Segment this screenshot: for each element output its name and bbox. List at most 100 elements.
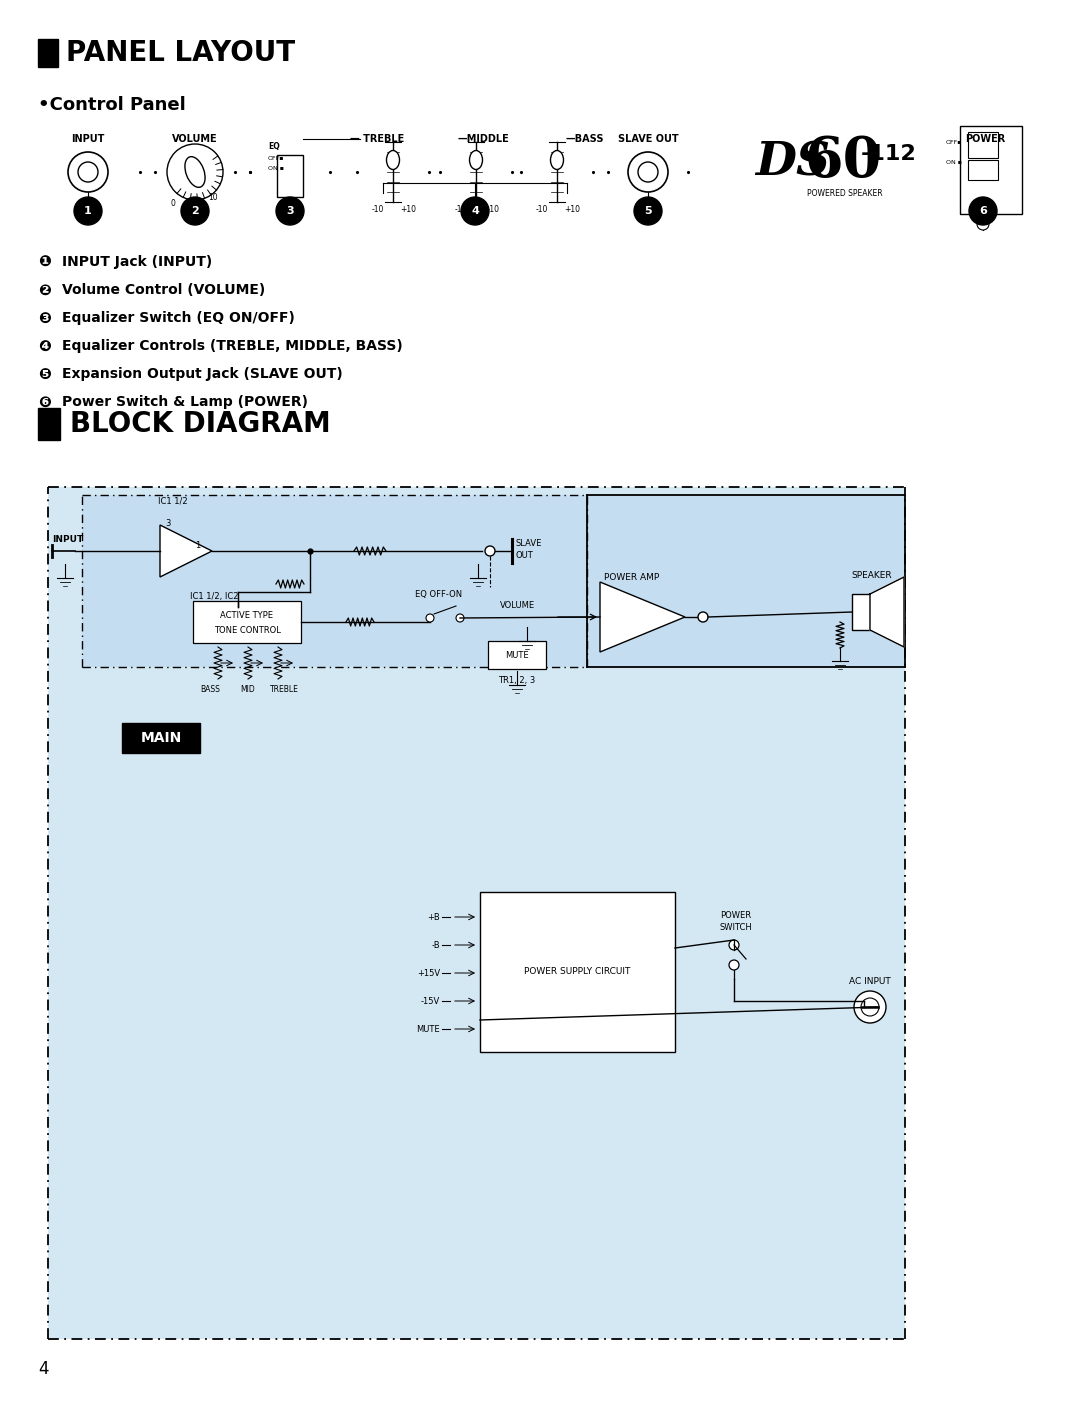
Polygon shape bbox=[870, 577, 904, 647]
Text: Equalizer Controls (TREBLE, MIDDLE, BASS): Equalizer Controls (TREBLE, MIDDLE, BASS… bbox=[62, 339, 403, 353]
Text: 3: 3 bbox=[165, 519, 171, 528]
Circle shape bbox=[854, 991, 886, 1023]
Ellipse shape bbox=[551, 151, 564, 169]
Text: —MIDDLE: —MIDDLE bbox=[458, 134, 510, 144]
Text: 5: 5 bbox=[644, 205, 652, 217]
Text: ❶: ❶ bbox=[38, 255, 51, 270]
Text: 1: 1 bbox=[84, 205, 92, 217]
Circle shape bbox=[969, 197, 997, 225]
Bar bbox=[852, 594, 870, 630]
Text: 3: 3 bbox=[286, 205, 294, 217]
Text: -112: -112 bbox=[861, 144, 917, 165]
Circle shape bbox=[977, 218, 989, 229]
Text: POWER: POWER bbox=[720, 910, 751, 920]
Text: Volume Control (VOLUME): Volume Control (VOLUME) bbox=[62, 283, 266, 297]
Text: +10: +10 bbox=[400, 205, 416, 214]
Text: Equalizer Switch (EQ ON/OFF): Equalizer Switch (EQ ON/OFF) bbox=[62, 311, 295, 325]
Text: VOLUME: VOLUME bbox=[500, 601, 535, 609]
Text: MUTE: MUTE bbox=[505, 650, 529, 660]
Bar bbox=[968, 132, 998, 158]
Text: BLOCK DIAGRAM: BLOCK DIAGRAM bbox=[70, 409, 330, 438]
Text: AC INPUT: AC INPUT bbox=[849, 978, 891, 986]
Bar bbox=[193, 601, 301, 643]
Text: 2: 2 bbox=[191, 205, 199, 217]
Text: ❹: ❹ bbox=[38, 339, 51, 353]
Bar bbox=[122, 723, 200, 753]
Text: 10: 10 bbox=[208, 194, 218, 203]
Circle shape bbox=[634, 197, 662, 225]
Circle shape bbox=[426, 613, 434, 622]
Text: OUT: OUT bbox=[516, 552, 534, 560]
Text: ON ▪: ON ▪ bbox=[268, 166, 284, 170]
Text: SLAVE: SLAVE bbox=[516, 539, 542, 547]
Circle shape bbox=[181, 197, 210, 225]
Text: -10: -10 bbox=[372, 205, 384, 214]
Text: MID: MID bbox=[241, 684, 255, 694]
Circle shape bbox=[627, 152, 669, 191]
Text: ❷: ❷ bbox=[38, 283, 51, 297]
Bar bbox=[480, 892, 675, 1052]
Bar bbox=[82, 495, 588, 667]
Text: +10: +10 bbox=[483, 205, 499, 214]
Text: POWER AMP: POWER AMP bbox=[604, 573, 659, 581]
Text: INPUT Jack (INPUT): INPUT Jack (INPUT) bbox=[62, 255, 213, 269]
Circle shape bbox=[461, 197, 489, 225]
Circle shape bbox=[698, 612, 708, 622]
Text: EQ: EQ bbox=[268, 142, 280, 151]
Circle shape bbox=[68, 152, 108, 191]
Circle shape bbox=[638, 162, 658, 182]
Text: ❻: ❻ bbox=[38, 394, 51, 409]
Text: SLAVE OUT: SLAVE OUT bbox=[618, 134, 678, 144]
Text: —BASS: —BASS bbox=[565, 134, 604, 144]
Text: PANEL LAYOUT: PANEL LAYOUT bbox=[66, 39, 295, 68]
Bar bbox=[488, 642, 546, 668]
Text: EQ OFF-ON: EQ OFF-ON bbox=[415, 590, 462, 598]
Circle shape bbox=[729, 960, 739, 969]
Bar bbox=[38, 39, 58, 68]
Text: OFF▪: OFF▪ bbox=[946, 139, 962, 145]
Text: POWERED SPEAKER: POWERED SPEAKER bbox=[807, 190, 882, 198]
Text: ON ▪: ON ▪ bbox=[946, 159, 962, 165]
Text: 60: 60 bbox=[805, 135, 882, 190]
Text: 1: 1 bbox=[195, 540, 201, 550]
Circle shape bbox=[167, 144, 222, 200]
Text: 4: 4 bbox=[38, 1361, 49, 1377]
Text: -10: -10 bbox=[455, 205, 468, 214]
Bar bbox=[276, 155, 303, 197]
Text: SWITCH: SWITCH bbox=[720, 923, 753, 931]
Circle shape bbox=[729, 940, 739, 950]
Circle shape bbox=[276, 197, 303, 225]
Text: MAIN: MAIN bbox=[140, 732, 181, 744]
Text: ❺: ❺ bbox=[38, 366, 51, 381]
Text: DS: DS bbox=[755, 139, 831, 184]
Text: •Control Panel: •Control Panel bbox=[38, 96, 186, 114]
Text: INPUT: INPUT bbox=[71, 134, 105, 144]
Text: POWER SUPPLY CIRCUIT: POWER SUPPLY CIRCUIT bbox=[524, 968, 631, 976]
Ellipse shape bbox=[387, 151, 400, 169]
Text: MUTE: MUTE bbox=[417, 1024, 440, 1034]
Text: Power Switch & Lamp (POWER): Power Switch & Lamp (POWER) bbox=[62, 395, 308, 409]
Ellipse shape bbox=[470, 151, 483, 169]
Text: SPEAKER: SPEAKER bbox=[852, 570, 892, 580]
Text: ACTIVE TYPE: ACTIVE TYPE bbox=[220, 611, 273, 620]
Circle shape bbox=[861, 998, 879, 1016]
Circle shape bbox=[75, 197, 102, 225]
Text: Expansion Output Jack (SLAVE OUT): Expansion Output Jack (SLAVE OUT) bbox=[62, 367, 342, 381]
Bar bbox=[968, 160, 998, 180]
Text: OFF▪: OFF▪ bbox=[268, 156, 284, 160]
Bar bbox=[588, 495, 905, 667]
Text: TREBLE: TREBLE bbox=[270, 684, 298, 694]
Text: TONE CONTROL: TONE CONTROL bbox=[214, 626, 281, 635]
Text: -10: -10 bbox=[536, 205, 549, 214]
Polygon shape bbox=[160, 525, 212, 577]
Text: BASS: BASS bbox=[200, 684, 220, 694]
Polygon shape bbox=[600, 582, 685, 651]
Text: 6: 6 bbox=[980, 205, 987, 217]
Bar bbox=[960, 127, 1022, 214]
Text: 4: 4 bbox=[471, 205, 478, 217]
Text: IC1 1/2: IC1 1/2 bbox=[158, 497, 188, 505]
Circle shape bbox=[485, 546, 495, 556]
Text: -B: -B bbox=[431, 940, 440, 950]
Text: VOLUME: VOLUME bbox=[172, 134, 218, 144]
Text: INPUT: INPUT bbox=[52, 535, 83, 543]
